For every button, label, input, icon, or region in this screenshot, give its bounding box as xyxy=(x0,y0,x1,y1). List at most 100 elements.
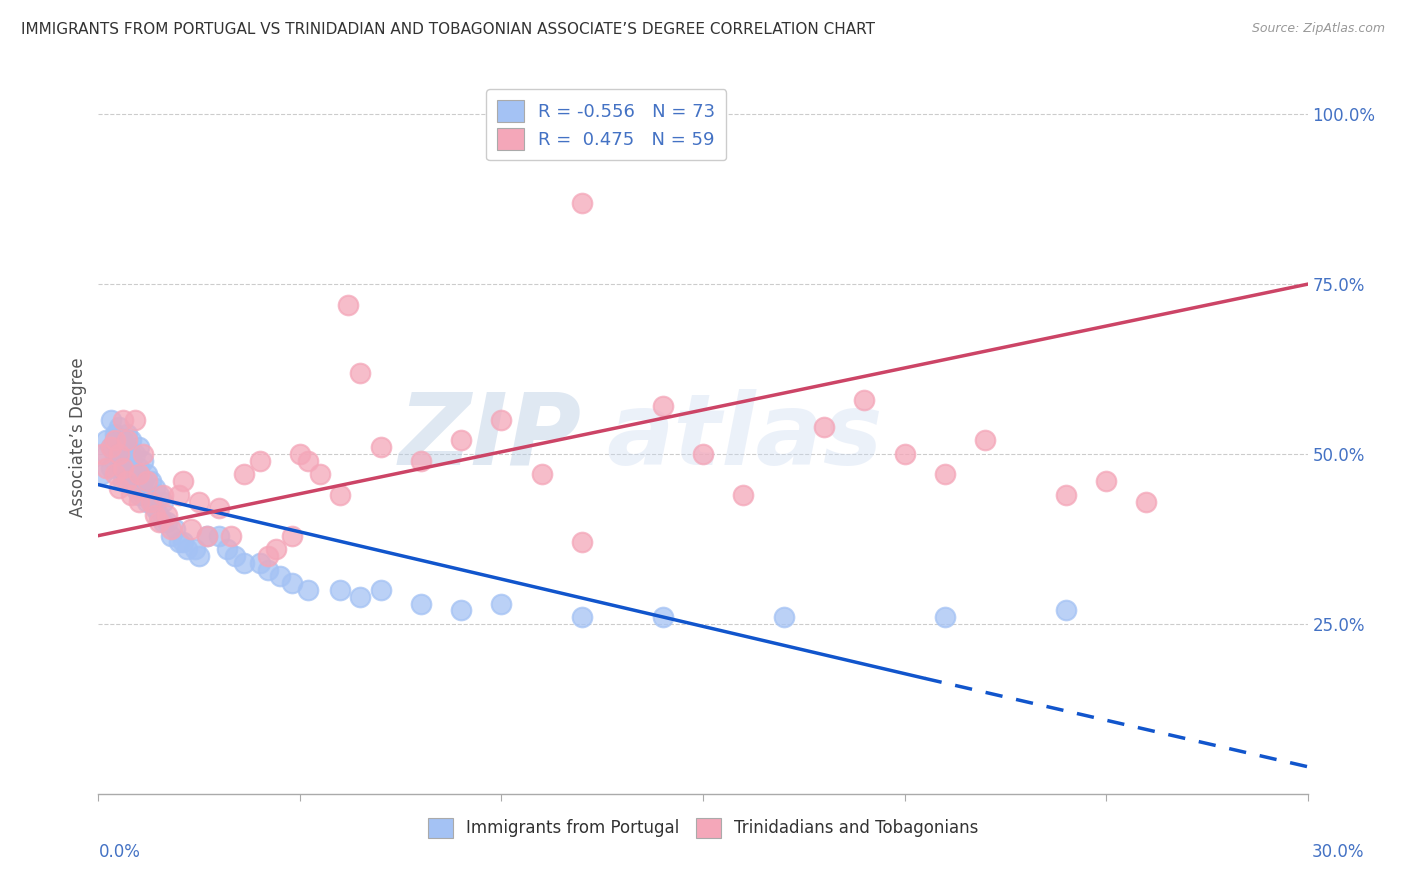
Point xyxy=(281,528,304,542)
Point xyxy=(160,522,183,536)
Point xyxy=(124,481,146,495)
Point xyxy=(107,447,129,461)
Point xyxy=(256,549,278,563)
Point xyxy=(128,494,150,508)
Text: 30.0%: 30.0% xyxy=(1312,843,1364,861)
Text: Source: ZipAtlas.com: Source: ZipAtlas.com xyxy=(1251,22,1385,36)
Point xyxy=(163,522,186,536)
Point xyxy=(96,434,118,448)
Point xyxy=(135,467,157,482)
Point xyxy=(530,467,553,482)
Point xyxy=(152,515,174,529)
Point xyxy=(491,413,513,427)
Text: 0.0%: 0.0% xyxy=(98,843,141,861)
Point xyxy=(249,454,271,468)
Point xyxy=(143,481,166,495)
Y-axis label: Associate’s Degree: Associate’s Degree xyxy=(69,358,87,516)
Point xyxy=(772,610,794,624)
Point xyxy=(160,528,183,542)
Point xyxy=(124,447,146,461)
Point xyxy=(100,413,122,427)
Point xyxy=(450,434,472,448)
Point xyxy=(217,542,239,557)
Point xyxy=(450,603,472,617)
Point xyxy=(813,420,835,434)
Point xyxy=(409,454,432,468)
Point xyxy=(195,528,218,542)
Point xyxy=(103,434,125,448)
Point xyxy=(156,508,179,523)
Point xyxy=(256,563,278,577)
Point xyxy=(370,440,392,454)
Point xyxy=(188,494,211,508)
Point xyxy=(91,447,114,461)
Point xyxy=(221,528,243,542)
Point xyxy=(115,467,138,482)
Point xyxy=(288,447,311,461)
Point xyxy=(100,460,122,475)
Point xyxy=(107,420,129,434)
Point xyxy=(115,475,138,489)
Point xyxy=(96,447,118,461)
Legend: Immigrants from Portugal, Trinidadians and Tobagonians: Immigrants from Portugal, Trinidadians a… xyxy=(419,809,987,847)
Point xyxy=(111,447,134,461)
Point xyxy=(128,475,150,489)
Point xyxy=(571,535,593,549)
Point xyxy=(208,501,231,516)
Point xyxy=(184,542,207,557)
Point xyxy=(148,488,170,502)
Point xyxy=(120,475,142,489)
Point xyxy=(297,582,319,597)
Point xyxy=(103,426,125,441)
Point xyxy=(934,467,956,482)
Point xyxy=(115,426,138,441)
Point xyxy=(103,467,125,482)
Point xyxy=(139,475,162,489)
Text: IMMIGRANTS FROM PORTUGAL VS TRINIDADIAN AND TOBAGONIAN ASSOCIATE’S DEGREE CORREL: IMMIGRANTS FROM PORTUGAL VS TRINIDADIAN … xyxy=(21,22,875,37)
Point xyxy=(128,467,150,482)
Point xyxy=(1135,494,1157,508)
Point xyxy=(167,535,190,549)
Point xyxy=(152,494,174,508)
Point xyxy=(934,610,956,624)
Point xyxy=(309,467,332,482)
Point xyxy=(571,610,593,624)
Text: atlas: atlas xyxy=(606,389,883,485)
Point xyxy=(156,515,179,529)
Point xyxy=(167,488,190,502)
Point xyxy=(139,494,162,508)
Point xyxy=(91,467,114,482)
Point xyxy=(1054,603,1077,617)
Point xyxy=(128,440,150,454)
Point xyxy=(329,488,352,502)
Point xyxy=(96,460,118,475)
Point xyxy=(370,582,392,597)
Point xyxy=(111,475,134,489)
Point xyxy=(111,434,134,448)
Point xyxy=(143,508,166,523)
Point xyxy=(188,549,211,563)
Point xyxy=(100,440,122,454)
Point xyxy=(100,440,122,454)
Point xyxy=(143,501,166,516)
Point xyxy=(135,494,157,508)
Point xyxy=(120,488,142,502)
Point xyxy=(111,460,134,475)
Point xyxy=(571,195,593,210)
Point xyxy=(893,447,915,461)
Point xyxy=(180,522,202,536)
Point xyxy=(249,556,271,570)
Point xyxy=(349,366,371,380)
Point xyxy=(337,297,360,311)
Point xyxy=(281,576,304,591)
Point xyxy=(115,434,138,448)
Point xyxy=(132,454,155,468)
Point xyxy=(692,447,714,461)
Point xyxy=(232,467,254,482)
Point xyxy=(176,542,198,557)
Point xyxy=(128,460,150,475)
Point xyxy=(132,447,155,461)
Point xyxy=(491,597,513,611)
Point xyxy=(269,569,291,583)
Point xyxy=(139,494,162,508)
